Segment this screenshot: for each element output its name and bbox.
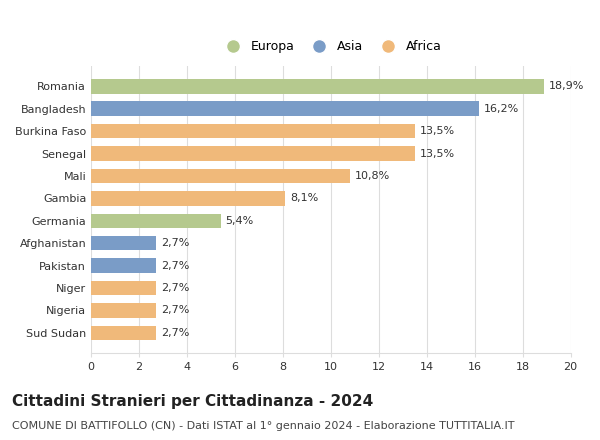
Bar [91, 79, 544, 94]
Bar [91, 169, 350, 183]
Text: 8,1%: 8,1% [290, 193, 319, 203]
Text: COMUNE DI BATTIFOLLO (CN) - Dati ISTAT al 1° gennaio 2024 - Elaborazione TUTTITA: COMUNE DI BATTIFOLLO (CN) - Dati ISTAT a… [12, 421, 515, 431]
Bar [91, 326, 156, 340]
Bar [91, 303, 156, 318]
Legend: Europa, Asia, Africa: Europa, Asia, Africa [215, 35, 446, 58]
Text: 2,7%: 2,7% [161, 305, 189, 315]
Text: 2,7%: 2,7% [161, 238, 189, 248]
Bar [91, 102, 479, 116]
Text: 13,5%: 13,5% [419, 149, 455, 158]
Text: 18,9%: 18,9% [549, 81, 584, 92]
Text: 16,2%: 16,2% [484, 104, 520, 114]
Text: 13,5%: 13,5% [419, 126, 455, 136]
Text: 5,4%: 5,4% [226, 216, 254, 226]
Bar [91, 258, 156, 273]
Bar [91, 124, 415, 139]
Bar [91, 236, 156, 250]
Bar [91, 191, 285, 205]
Bar [91, 213, 221, 228]
Bar [91, 281, 156, 295]
Text: 10,8%: 10,8% [355, 171, 390, 181]
Bar [91, 146, 415, 161]
Text: 2,7%: 2,7% [161, 260, 189, 271]
Text: 2,7%: 2,7% [161, 328, 189, 338]
Text: Cittadini Stranieri per Cittadinanza - 2024: Cittadini Stranieri per Cittadinanza - 2… [12, 394, 373, 409]
Text: 2,7%: 2,7% [161, 283, 189, 293]
